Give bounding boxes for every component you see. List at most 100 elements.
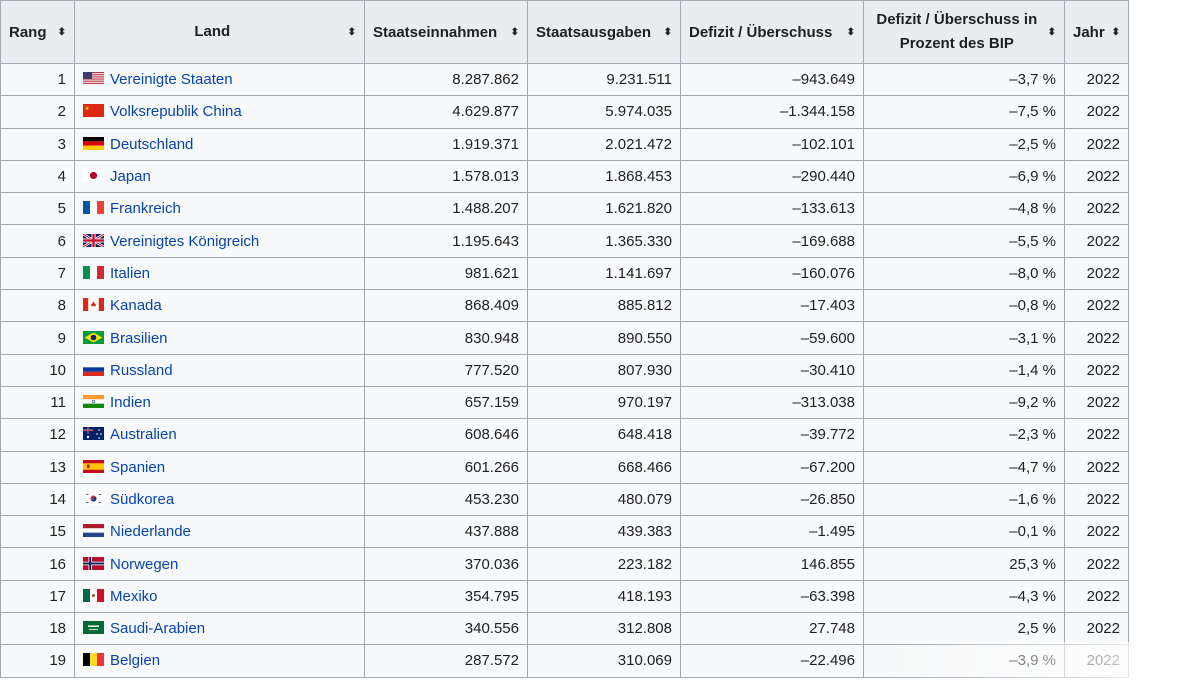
- cell-defizit: 146.855: [680, 547, 864, 581]
- cell-defizit-prozent: –1,6 %: [863, 482, 1065, 517]
- country-link[interactable]: Italien: [110, 264, 151, 282]
- country-link[interactable]: Frankreich: [110, 200, 181, 218]
- cell-staatsausgaben: 310.069: [527, 644, 681, 678]
- cell-defizit: –63.398: [680, 579, 864, 614]
- header-staatsausgaben[interactable]: Staatsausgaben ⬍: [527, 0, 681, 64]
- header-defizit-label: Defizit / Überschuss: [689, 23, 833, 41]
- cell-defizit: –26.850: [680, 482, 864, 517]
- country-link[interactable]: Australien: [110, 426, 177, 444]
- cell-staatsausgaben: 418.193: [527, 579, 681, 614]
- sort-icon[interactable]: ⬍: [510, 26, 519, 38]
- cell-defizit-prozent: –5,5 %: [863, 224, 1065, 258]
- country-link[interactable]: Brasilien: [110, 329, 168, 347]
- cell-staatsausgaben: 9.231.511: [527, 62, 681, 97]
- countries-table: Rang ⬍ Land ⬍ Staatseinnahmen ⬍ Staatsausga…: [0, 0, 1129, 678]
- table-row: 2 Volksrepublik China 4.629.877 5.974.035 –1…: [0, 95, 1129, 129]
- sort-icon[interactable]: ⬍: [846, 26, 855, 38]
- header-defizit-prozent[interactable]: Defizit / Überschuss in Prozent des BIP …: [863, 0, 1065, 64]
- table-row: 5 Frankreich 1.488.207 1.621.820 –133.613 –4,…: [0, 192, 1129, 226]
- country-link[interactable]: Norwegen: [110, 555, 179, 573]
- cell-jahr: 2022: [1064, 192, 1129, 226]
- cell-defizit-prozent: –4,8 %: [863, 192, 1065, 226]
- table-header-row: Rang ⬍ Land ⬍ Staatseinnahmen ⬍ Staatsausga…: [0, 0, 1129, 64]
- cell-defizit-prozent: –0,8 %: [863, 289, 1065, 323]
- flag-icon-br: [83, 330, 106, 346]
- sort-icon[interactable]: ⬍: [663, 26, 672, 38]
- cell-defizit: 27.748: [680, 612, 864, 646]
- cell-defizit-prozent: –9,2 %: [863, 385, 1065, 420]
- cell-defizit: –39.772: [680, 418, 864, 452]
- cell-staatsausgaben: 1.621.820: [527, 192, 681, 226]
- cell-defizit-prozent: –3,1 %: [863, 321, 1065, 355]
- cell-rang: 5: [0, 192, 75, 226]
- sort-icon[interactable]: ⬍: [347, 26, 356, 38]
- cell-rang: 16: [0, 547, 75, 581]
- table-row: 9 Brasilien 830.948 890.550 –59.600 –3,1 % 202…: [0, 321, 1129, 355]
- cell-staatseinnahmen: 370.036: [364, 547, 528, 581]
- header-defizit-prozent-label: Defizit / Überschuss in Prozent des BIP: [872, 8, 1042, 56]
- table-body: 1 Vereinigte Staaten 8.287.862 9.231.511 –94…: [0, 62, 1129, 678]
- sort-icon[interactable]: ⬍: [57, 26, 66, 38]
- cell-defizit: –1.344.158: [680, 95, 864, 129]
- table-row: 1 Vereinigte Staaten 8.287.862 9.231.511 –94…: [0, 62, 1129, 97]
- country-link[interactable]: Südkorea: [110, 491, 175, 508]
- header-defizit[interactable]: Defizit / Überschuss ⬍: [680, 0, 864, 64]
- flag-icon-us: [83, 72, 106, 87]
- sort-icon[interactable]: ⬍: [1111, 26, 1120, 38]
- cell-jahr: 2022: [1064, 612, 1129, 646]
- cell-rang: 6: [0, 224, 75, 258]
- cell-defizit: –17.403: [680, 289, 864, 323]
- cell-rang: 2: [0, 95, 75, 129]
- cell-rang: 9: [0, 321, 75, 355]
- cell-staatseinnahmen: 830.948: [364, 321, 528, 355]
- header-land[interactable]: Land ⬍: [74, 0, 365, 64]
- flag-icon-fr: [83, 201, 106, 216]
- country-link[interactable]: Niederlande: [110, 523, 191, 541]
- cell-staatsausgaben: 2.021.472: [527, 127, 681, 161]
- sort-icon[interactable]: ⬍: [1047, 26, 1056, 38]
- header-jahr-label: Jahr: [1073, 23, 1105, 41]
- header-rang-label: Rang: [9, 23, 47, 41]
- cell-rang: 19: [0, 644, 75, 678]
- country-link[interactable]: Mexiko: [110, 587, 158, 605]
- cell-staatsausgaben: 648.418: [527, 418, 681, 452]
- country-link[interactable]: Saudi-Arabien: [110, 620, 206, 638]
- table-row: 16 Norwegen 370.036 223.182 146.855 25,3 % 202…: [0, 547, 1129, 581]
- flag-icon-au: [83, 427, 106, 442]
- country-link[interactable]: Vereinigte Staaten: [110, 71, 233, 89]
- cell-defizit-prozent: –3,7 %: [863, 62, 1065, 97]
- header-rang[interactable]: Rang ⬍: [0, 0, 75, 64]
- country-link[interactable]: Deutschland: [110, 135, 194, 153]
- header-staatseinnahmen[interactable]: Staatseinnahmen ⬍: [364, 0, 528, 64]
- table-row: 19 Belgien 287.572 310.069 –22.496 –3,9 % 2022: [0, 644, 1129, 678]
- cell-defizit: –1.495: [680, 515, 864, 549]
- cell-staatsausgaben: 1.365.330: [527, 224, 681, 258]
- cell-staatseinnahmen: 453.230: [364, 482, 528, 517]
- cell-staatseinnahmen: 4.629.877: [364, 95, 528, 129]
- country-link[interactable]: Belgien: [110, 652, 161, 670]
- country-link[interactable]: Russland: [110, 361, 173, 379]
- table-row: 4 Japan 1.578.013 1.868.453 –290.440 –6,9 % 20…: [0, 159, 1129, 194]
- cell-rang: 3: [0, 127, 75, 161]
- cell-land: Mexiko: [74, 579, 365, 614]
- cell-jahr: 2022: [1064, 644, 1129, 678]
- cell-staatseinnahmen: 1.919.371: [364, 127, 528, 161]
- country-link[interactable]: Japan: [110, 168, 151, 186]
- cell-jahr: 2022: [1064, 450, 1129, 484]
- cell-rang: 12: [0, 418, 75, 452]
- cell-staatsausgaben: 885.812: [527, 289, 681, 323]
- country-link[interactable]: Spanien: [110, 458, 166, 476]
- cell-staatseinnahmen: 777.520: [364, 353, 528, 387]
- cell-defizit: –59.600: [680, 321, 864, 355]
- table-row: 6 Vereinigtes Königreich 1.195.643 1.365.33…: [0, 224, 1129, 258]
- country-link[interactable]: Volksrepublik China: [110, 103, 242, 121]
- cell-staatseinnahmen: 601.266: [364, 450, 528, 484]
- cell-defizit-prozent: –2,5 %: [863, 127, 1065, 161]
- cell-defizit: –30.410: [680, 353, 864, 387]
- country-link[interactable]: Vereinigtes Königreich: [110, 232, 260, 250]
- header-staatseinnahmen-label: Staatseinnahmen: [373, 23, 498, 41]
- country-link[interactable]: Indien: [110, 394, 151, 412]
- header-jahr[interactable]: Jahr ⬍: [1064, 0, 1129, 64]
- cell-defizit: –160.076: [680, 256, 864, 291]
- country-link[interactable]: Kanada: [110, 297, 162, 315]
